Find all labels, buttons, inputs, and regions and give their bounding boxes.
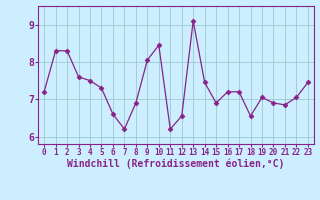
X-axis label: Windchill (Refroidissement éolien,°C): Windchill (Refroidissement éolien,°C) (67, 159, 285, 169)
